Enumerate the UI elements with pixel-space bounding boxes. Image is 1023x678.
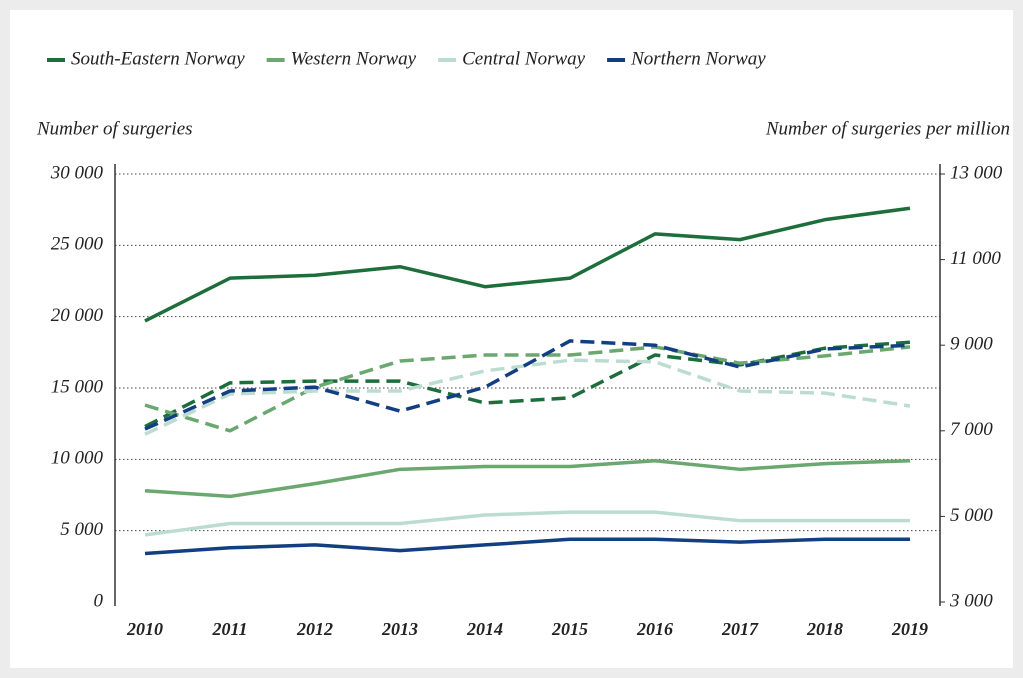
y2-tick-label: 13 000 <box>950 162 1003 183</box>
y-tick-label: 20 000 <box>51 305 104 326</box>
y-axis-title: Number of surgeries <box>36 118 193 139</box>
line <box>144 510 910 537</box>
y2-tick-label: 5 000 <box>950 505 993 526</box>
y-tick-label: 15 000 <box>51 376 104 397</box>
y2-tick-label: 9 000 <box>950 334 993 355</box>
y-tick-label: 30 000 <box>50 162 104 183</box>
x-tick-label: 2017 <box>721 619 759 639</box>
line <box>144 537 910 556</box>
y2-tick-label: 7 000 <box>950 419 993 440</box>
y-tick-label: 0 <box>94 590 104 611</box>
x-tick-label: 2013 <box>381 619 418 639</box>
legend-label: Central Norway <box>462 48 586 69</box>
x-tick-label: 2011 <box>211 619 247 639</box>
line <box>144 459 911 499</box>
y-tick-label: 25 000 <box>51 234 104 255</box>
line-per-million <box>144 345 911 433</box>
line <box>144 206 911 323</box>
legend-label: Northern Norway <box>630 48 766 69</box>
y-tick-label: 10 000 <box>51 448 104 469</box>
line-per-million <box>144 340 911 429</box>
chart: Number of surgeries Number of surgeries … <box>36 48 1010 639</box>
x-tick-label: 2018 <box>806 619 843 639</box>
x-tick-label: 2019 <box>891 619 928 639</box>
line-per-million <box>144 339 911 431</box>
y-tick-label: 5 000 <box>60 519 103 540</box>
x-tick-label: 2012 <box>296 619 333 639</box>
x-tick-label: 2015 <box>551 619 588 639</box>
chart-panel: Number of surgeries Number of surgeries … <box>10 10 1013 668</box>
line-per-million <box>144 358 911 436</box>
x-tick-label: 2010 <box>126 619 163 639</box>
y2-axis-title: Number of surgeries per million <box>765 118 1010 139</box>
y2-tick-label: 11 000 <box>950 248 1001 269</box>
y2-tick-label: 3 000 <box>949 590 993 611</box>
legend-label: Western Norway <box>291 48 417 69</box>
x-tick-label: 2016 <box>636 619 673 639</box>
x-tick-label: 2014 <box>466 619 503 639</box>
legend-label: South-Eastern Norway <box>71 48 245 69</box>
